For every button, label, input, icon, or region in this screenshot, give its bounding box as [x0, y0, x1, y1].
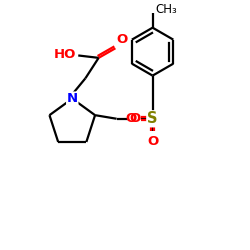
Text: O: O	[129, 112, 140, 125]
Text: HO: HO	[54, 48, 76, 61]
Text: CH₃: CH₃	[155, 3, 177, 16]
Text: O: O	[147, 135, 158, 148]
Text: O: O	[116, 33, 128, 46]
Text: N: N	[67, 92, 78, 105]
Text: O: O	[126, 112, 137, 125]
Text: S: S	[147, 111, 158, 126]
